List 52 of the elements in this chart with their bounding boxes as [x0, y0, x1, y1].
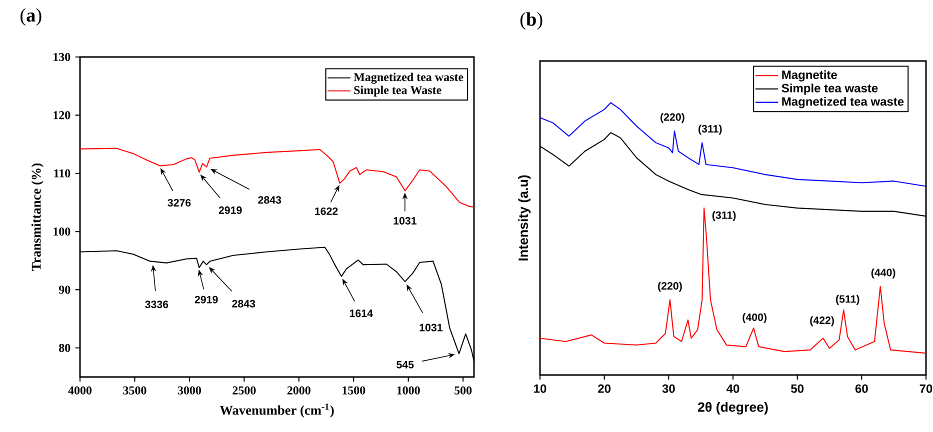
- legend-label: Magnetized tea waste: [354, 72, 464, 84]
- x-tick-label: 1500: [342, 386, 366, 394]
- legend-label: Magnetized tea waste: [782, 96, 904, 108]
- chart-title: (a): [20, 8, 42, 26]
- x-tick-label: 3000: [178, 386, 201, 394]
- x-tick-label: 30: [662, 384, 675, 393]
- x-tick-label: 50: [791, 384, 804, 393]
- annotation: 3336: [145, 300, 168, 308]
- x-tick-label: 3500: [123, 386, 146, 394]
- line-series: [80, 148, 474, 208]
- annotation: 1031: [394, 217, 416, 225]
- y-tick-label: 100: [54, 227, 70, 236]
- x-tick-label: 60: [855, 384, 868, 393]
- annotation: (422): [810, 316, 834, 326]
- x-tick-label: 70: [920, 384, 932, 393]
- annotation: 545: [396, 360, 414, 368]
- legend-label: Simple tea Waste: [354, 86, 442, 97]
- x-tick-label: 2500: [232, 386, 256, 394]
- legend-label: Simple tea waste: [782, 84, 878, 95]
- x-axis-title: Wavenumber (cm$^{-1}$): [220, 404, 334, 418]
- annotation: (511): [836, 294, 860, 305]
- y-axis-title: Intensity (a.u): [518, 175, 531, 260]
- x-axis-title: 2θ (degree): [698, 402, 768, 415]
- annotation: (440): [871, 268, 896, 278]
- annotation: (311): [712, 211, 736, 222]
- annotation: 1622: [315, 207, 338, 216]
- annotation: (400): [742, 313, 766, 324]
- legend-label: Magnetite: [782, 70, 837, 82]
- annotation: 2843: [232, 300, 256, 308]
- x-tick-label: 4000: [68, 386, 92, 394]
- x-tick-label: 2000: [287, 386, 310, 394]
- y-tick-label: 120: [54, 111, 70, 120]
- y-tick-label: 130: [54, 52, 70, 62]
- annotation: (311): [698, 124, 722, 135]
- chart-title: (b): [520, 12, 542, 30]
- x-tick-label: 20: [598, 384, 611, 393]
- annotation: 3276: [168, 199, 191, 207]
- annotation: 2919: [194, 296, 218, 304]
- x-tick-label: 1000: [397, 386, 420, 394]
- x-tick-label: 500: [454, 386, 472, 394]
- y-tick-label: 90: [58, 286, 70, 294]
- annotation: 1614: [350, 310, 373, 318]
- y-tick-label: 110: [54, 169, 70, 178]
- annotation: 2843: [258, 196, 282, 204]
- y-axis-title: Transmittance (%): [31, 163, 44, 271]
- annotation: (220): [660, 113, 684, 123]
- x-tick-label: 40: [726, 384, 740, 393]
- x-tick-label: 10: [534, 384, 546, 393]
- annotation: (220): [658, 282, 682, 292]
- annotation: 2919: [218, 206, 242, 214]
- annotation: 1031: [420, 324, 442, 332]
- y-tick-label: 80: [59, 344, 70, 352]
